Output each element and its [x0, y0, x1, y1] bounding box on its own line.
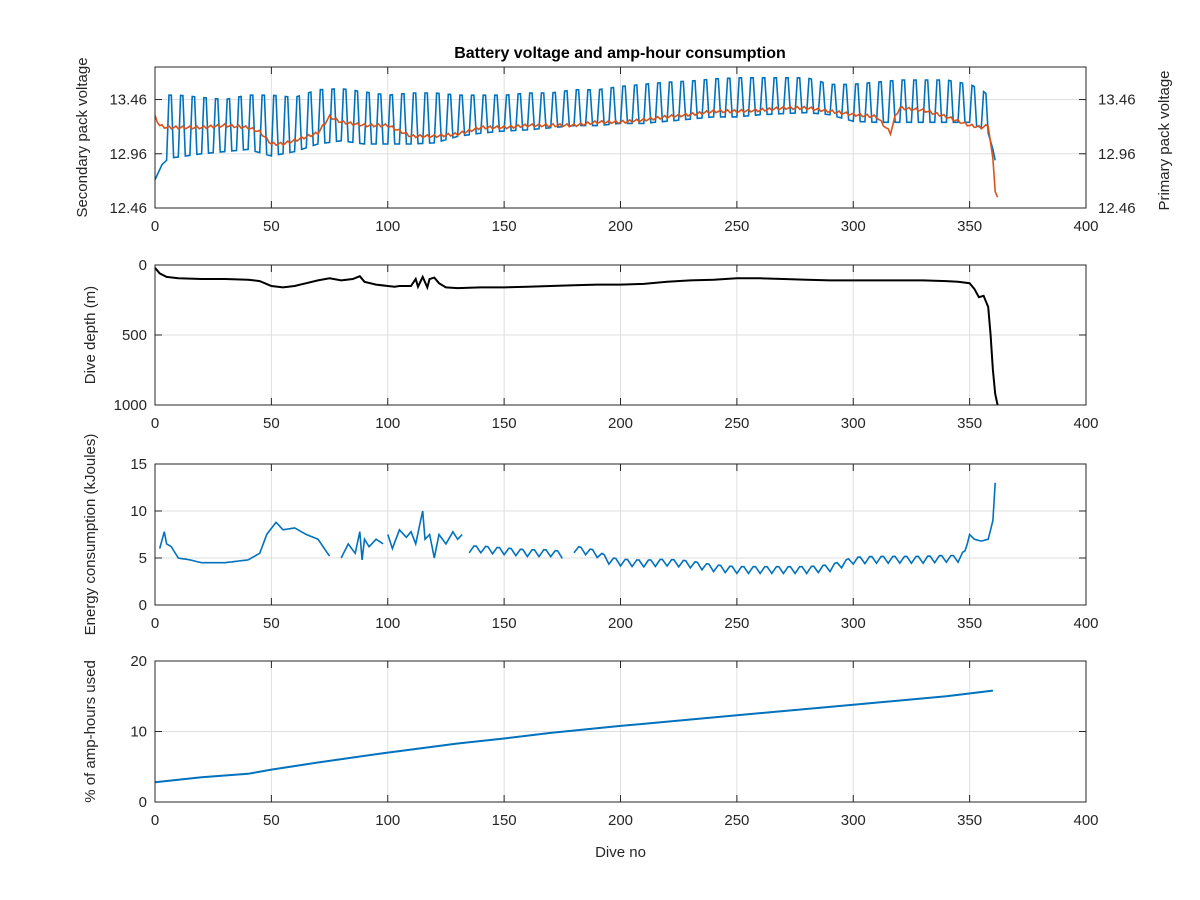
y-tick-label: 0 [139, 794, 147, 811]
energy-line-segment [158, 521, 331, 564]
x-tick-label: 0 [151, 415, 159, 432]
y-tick-label: 20 [130, 653, 147, 670]
y-right-tick-label: 12.96 [1098, 146, 1136, 163]
y-tick-label: 12.96 [109, 146, 147, 163]
y-tick-label: 1000 [114, 397, 147, 414]
energy-line-segment [387, 510, 463, 559]
x-tick-label: 200 [608, 812, 633, 829]
x-tick-label: 0 [151, 218, 159, 235]
x-tick-label: 0 [151, 812, 159, 829]
amphours-line [154, 689, 994, 784]
x-tick-label: 400 [1073, 218, 1098, 235]
primary-voltage-line [154, 105, 999, 198]
y-right-axis-label: Primary pack voltage [1156, 70, 1173, 210]
x-tick-label: 150 [492, 615, 517, 632]
x-tick-label: 350 [957, 415, 982, 432]
x-tick-label: 0 [151, 615, 159, 632]
energy-panel: 0 50 100 150 200 250 300 350 400 0 5 10 15 Energy con… [82, 434, 1099, 636]
amphours-panel: 0 50 100 150 200 250 300 350 400 0 10 20 % of amp-ho… [82, 653, 1099, 861]
x-tick-label: 350 [957, 812, 982, 829]
x-tick-label: 100 [375, 218, 400, 235]
y-axis-label: Secondary pack voltage [74, 57, 91, 217]
y-tick-label: 13.46 [109, 92, 147, 109]
x-tick-label: 200 [608, 415, 633, 432]
x-tick-label: 200 [608, 615, 633, 632]
x-tick-label: 400 [1073, 615, 1098, 632]
y-tick-label: 5 [139, 550, 147, 567]
x-tick-label: 150 [492, 415, 517, 432]
energy-line-segment [468, 545, 563, 559]
x-tick-label: 250 [724, 415, 749, 432]
y-tick-label: 15 [130, 456, 147, 473]
voltage-panel: 0 50 100 150 200 250 300 350 40012.4612.9613.461… [74, 57, 1173, 235]
energy-line-segment [340, 531, 384, 560]
x-tick-label: 100 [375, 812, 400, 829]
x-tick-label: 300 [841, 218, 866, 235]
x-tick-label: 50 [263, 415, 280, 432]
depth-panel: 0 50 100 150 200 250 300 350 400 0 500 1000 Dive dep… [82, 257, 1099, 432]
x-tick-label: 200 [608, 218, 633, 235]
y-axis-label: Energy consumption (kJoules) [82, 434, 99, 636]
x-tick-label: 350 [957, 615, 982, 632]
x-tick-label: 300 [841, 812, 866, 829]
energy-line-segment [573, 482, 996, 575]
x-tick-label: 250 [724, 615, 749, 632]
depth-line [154, 267, 999, 406]
y-tick-label: 0 [139, 257, 147, 274]
y-axis-label: % of amp-hours used [82, 660, 99, 803]
x-tick-label: 50 [263, 615, 280, 632]
secondary-voltage-line [154, 77, 996, 181]
y-tick-label: 12.46 [109, 200, 147, 217]
figure-title: Battery voltage and amp-hour consumption [454, 45, 786, 62]
x-tick-label: 150 [492, 812, 517, 829]
x-tick-label: 250 [724, 812, 749, 829]
x-tick-label: 400 [1073, 415, 1098, 432]
y-tick-label: 0 [139, 597, 147, 614]
x-tick-label: 300 [841, 415, 866, 432]
y-right-tick-label: 13.46 [1098, 92, 1136, 109]
x-tick-label: 100 [375, 615, 400, 632]
x-tick-label: 50 [263, 218, 280, 235]
y-right-tick-label: 12.46 [1098, 200, 1136, 217]
x-tick-label: 50 [263, 812, 280, 829]
y-tick-label: 10 [130, 724, 147, 741]
x-tick-label: 400 [1073, 812, 1098, 829]
x-tick-label: 150 [492, 218, 517, 235]
x-tick-label: 300 [841, 615, 866, 632]
x-tick-label: 350 [957, 218, 982, 235]
x-tick-label: 250 [724, 218, 749, 235]
x-tick-label: 100 [375, 415, 400, 432]
y-tick-label: 10 [130, 503, 147, 520]
y-axis-label: Dive depth (m) [82, 286, 99, 384]
x-axis-label: Dive no [595, 844, 646, 861]
y-tick-label: 500 [122, 327, 147, 344]
